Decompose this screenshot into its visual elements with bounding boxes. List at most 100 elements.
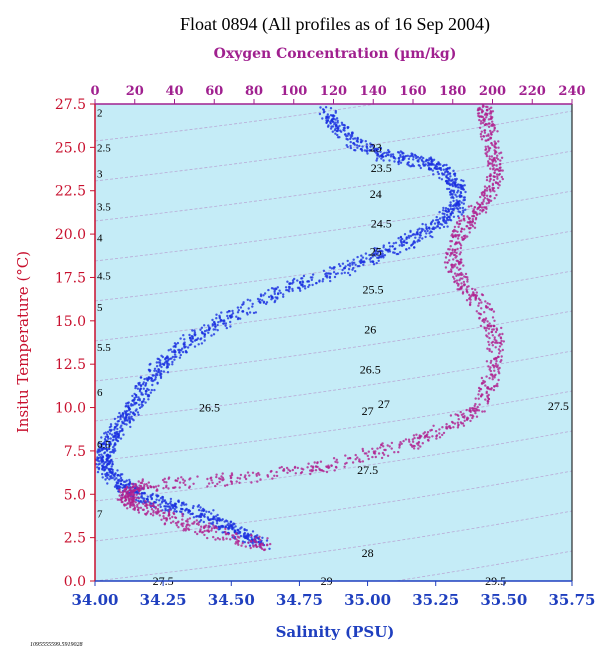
data-point <box>486 399 489 403</box>
data-point <box>492 366 496 369</box>
data-point <box>257 300 260 303</box>
data-point <box>480 138 484 141</box>
data-point <box>491 183 495 187</box>
data-point <box>221 479 224 482</box>
data-point <box>398 444 401 447</box>
data-point <box>478 126 482 129</box>
data-point <box>423 431 427 434</box>
data-point <box>448 215 451 218</box>
data-point <box>157 484 160 487</box>
data-point <box>251 305 254 308</box>
data-point <box>261 299 264 302</box>
data-point <box>163 477 166 480</box>
x-tick-label: 34.75 <box>276 591 323 609</box>
data-point <box>110 465 113 468</box>
data-point <box>416 228 419 231</box>
data-point <box>321 278 325 281</box>
data-point <box>192 482 195 485</box>
data-point <box>500 339 503 343</box>
data-point <box>239 306 243 309</box>
data-point <box>334 272 338 276</box>
data-point <box>388 159 391 162</box>
data-point <box>181 518 184 521</box>
data-point <box>309 472 312 476</box>
data-point <box>261 536 264 539</box>
data-point <box>462 412 465 415</box>
data-point <box>477 397 480 400</box>
data-point <box>132 493 136 497</box>
data-point <box>442 209 445 212</box>
data-point <box>491 316 495 319</box>
data-point <box>183 343 186 346</box>
data-point <box>296 279 299 282</box>
data-point <box>144 401 147 404</box>
data-point <box>361 449 365 453</box>
data-point <box>151 379 154 383</box>
data-point <box>172 345 175 348</box>
data-point <box>171 355 175 359</box>
data-point <box>218 519 221 522</box>
data-point <box>135 496 138 500</box>
data-point <box>411 440 415 443</box>
data-point <box>101 456 105 459</box>
data-point <box>226 526 230 530</box>
data-point <box>379 154 382 158</box>
data-point <box>276 286 279 289</box>
x2-axis-label: Oxygen Concentration (µm/kg) <box>214 46 457 62</box>
data-point <box>251 542 254 545</box>
data-point <box>437 223 440 226</box>
chart-title: Float 0894 (All profiles as of 16 Sep 20… <box>180 14 490 35</box>
data-point <box>324 272 327 276</box>
data-point <box>449 201 452 204</box>
data-point <box>413 246 416 249</box>
data-point <box>106 435 110 439</box>
data-point <box>152 486 156 489</box>
data-point <box>200 326 204 329</box>
data-point <box>143 485 146 488</box>
data-point <box>412 434 416 437</box>
data-point <box>444 209 447 213</box>
data-point <box>236 311 240 314</box>
data-point <box>498 341 502 345</box>
isopycnal-label: 27.5 <box>548 399 569 413</box>
data-point <box>135 385 138 388</box>
data-point <box>472 409 476 412</box>
data-point <box>439 222 442 226</box>
data-point <box>447 180 450 183</box>
data-point <box>200 509 203 512</box>
data-point <box>236 306 240 309</box>
data-point <box>173 349 177 353</box>
data-point <box>156 495 159 498</box>
data-point <box>341 123 344 126</box>
data-point <box>374 249 378 252</box>
oxygen-reference-label: 6 <box>97 387 103 399</box>
data-point <box>199 328 202 331</box>
data-point <box>361 460 365 463</box>
data-point <box>193 329 196 332</box>
data-point <box>487 393 490 397</box>
data-point <box>444 171 447 174</box>
data-point <box>501 169 504 172</box>
data-point <box>149 391 152 394</box>
data-point <box>348 264 352 267</box>
data-point <box>429 234 432 238</box>
isopycnal-label: 27.5 <box>357 463 378 477</box>
data-point <box>115 486 119 490</box>
data-point <box>450 420 454 424</box>
data-point <box>238 481 241 484</box>
data-point <box>400 243 404 246</box>
data-point <box>147 398 150 401</box>
data-point <box>469 301 472 304</box>
data-point <box>109 429 113 433</box>
data-point <box>361 256 365 259</box>
data-point <box>343 266 346 270</box>
data-point <box>211 521 215 524</box>
data-point <box>119 491 122 494</box>
data-point <box>248 544 252 547</box>
data-point <box>487 134 490 137</box>
data-point <box>324 106 328 109</box>
data-point <box>164 502 168 505</box>
data-point <box>113 425 117 429</box>
data-point <box>156 507 160 511</box>
data-point <box>362 260 366 263</box>
